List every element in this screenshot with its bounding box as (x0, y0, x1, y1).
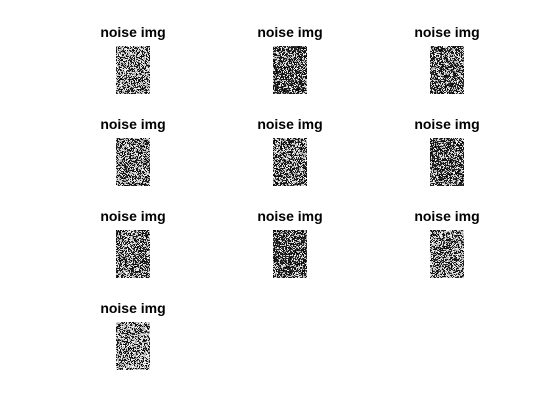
subplot-title: noise img (414, 24, 480, 40)
noise-image (273, 230, 307, 278)
subplot-panel: noise img (387, 116, 507, 196)
noise-image (430, 46, 464, 94)
subplot-title: noise img (100, 208, 166, 224)
subplot-panel: noise img (230, 116, 350, 196)
noise-image (116, 46, 150, 94)
subplot-title: noise img (257, 116, 323, 132)
subplot-title: noise img (257, 24, 323, 40)
subplot-panel: noise img (230, 208, 350, 288)
subplot-title: noise img (100, 116, 166, 132)
subplot-title: noise img (257, 208, 323, 224)
subplot-panel: noise img (387, 24, 507, 104)
noise-image (430, 138, 464, 186)
noise-image (116, 230, 150, 278)
subplot-panel: noise img (73, 24, 193, 104)
noise-image (273, 46, 307, 94)
noise-image (273, 138, 307, 186)
subplot-title: noise img (414, 208, 480, 224)
subplot-panel: noise img (387, 208, 507, 288)
subplot-title: noise img (100, 300, 166, 316)
noise-image (116, 138, 150, 186)
noise-image (116, 322, 150, 370)
noise-image (430, 230, 464, 278)
subplot-title: noise img (414, 116, 480, 132)
subplot-title: noise img (100, 24, 166, 40)
subplot-panel: noise img (230, 24, 350, 104)
subplot-panel: noise img (73, 208, 193, 288)
subplot-panel: noise img (73, 300, 193, 380)
subplot-panel: noise img (73, 116, 193, 196)
